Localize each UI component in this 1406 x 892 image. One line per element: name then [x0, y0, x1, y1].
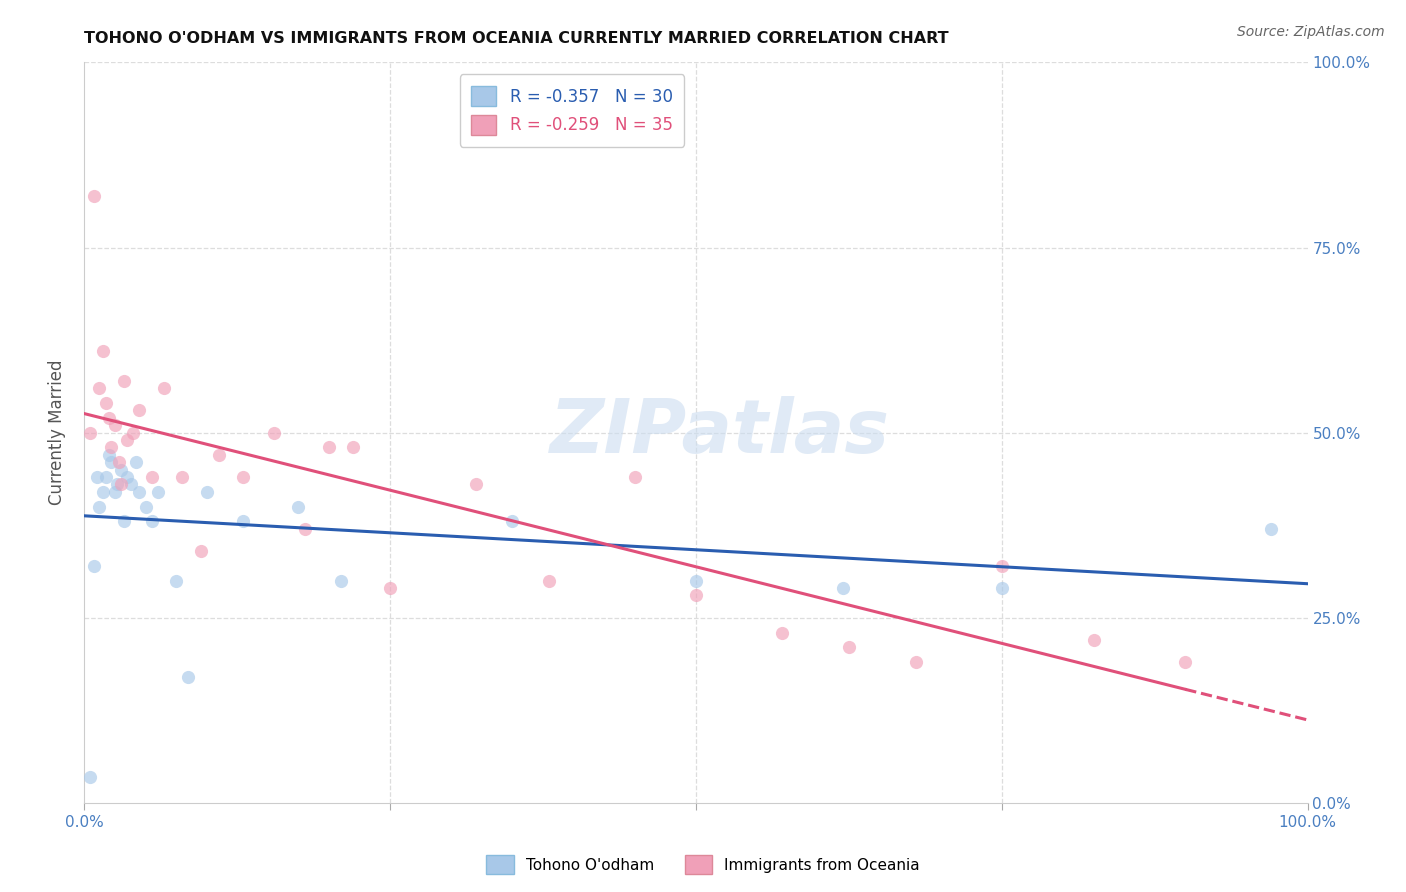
- Text: TOHONO O'ODHAM VS IMMIGRANTS FROM OCEANIA CURRENTLY MARRIED CORRELATION CHART: TOHONO O'ODHAM VS IMMIGRANTS FROM OCEANI…: [84, 31, 949, 46]
- Point: [770, 625, 793, 640]
- Point: [79, 425, 101, 440]
- Point: [195, 484, 218, 499]
- Point: [97, 410, 120, 425]
- Y-axis label: Currently Married: Currently Married: [48, 359, 66, 506]
- Point: [538, 574, 561, 588]
- Point: [112, 515, 135, 529]
- Point: [502, 515, 524, 529]
- Point: [165, 574, 187, 588]
- Point: [115, 470, 138, 484]
- Point: [624, 470, 647, 484]
- Point: [120, 477, 142, 491]
- Point: [838, 640, 860, 655]
- Point: [122, 425, 145, 440]
- Point: [991, 558, 1014, 573]
- Point: [330, 574, 353, 588]
- Point: [172, 470, 194, 484]
- Point: [831, 581, 853, 595]
- Point: [97, 448, 120, 462]
- Point: [1174, 655, 1197, 669]
- Point: [1083, 632, 1105, 647]
- Point: [153, 381, 176, 395]
- Point: [232, 470, 254, 484]
- Text: Source: ZipAtlas.com: Source: ZipAtlas.com: [1237, 25, 1385, 39]
- Point: [86, 470, 108, 484]
- Point: [318, 441, 340, 455]
- Point: [110, 477, 132, 491]
- Point: [177, 670, 200, 684]
- Point: [104, 484, 127, 499]
- Point: [146, 484, 169, 499]
- Point: [141, 470, 163, 484]
- Point: [105, 477, 128, 491]
- Point: [128, 403, 150, 417]
- Point: [208, 448, 231, 462]
- Legend: R = -0.357   N = 30, R = -0.259   N = 35: R = -0.357 N = 30, R = -0.259 N = 35: [460, 74, 685, 147]
- Point: [96, 396, 118, 410]
- Point: [96, 470, 118, 484]
- Point: [87, 500, 110, 514]
- Point: [83, 558, 105, 573]
- Point: [464, 477, 486, 491]
- Point: [112, 374, 135, 388]
- Point: [1260, 522, 1282, 536]
- Point: [100, 455, 122, 469]
- Text: ZIPatlas: ZIPatlas: [550, 396, 890, 469]
- Point: [263, 425, 285, 440]
- Point: [125, 455, 148, 469]
- Point: [905, 655, 928, 669]
- Legend: Tohono O'odham, Immigrants from Oceania: Tohono O'odham, Immigrants from Oceania: [479, 849, 927, 880]
- Point: [685, 589, 707, 603]
- Point: [128, 484, 150, 499]
- Point: [87, 381, 110, 395]
- Point: [104, 418, 127, 433]
- Point: [91, 344, 114, 359]
- Point: [110, 462, 132, 476]
- Point: [79, 770, 101, 784]
- Point: [135, 500, 157, 514]
- Point: [287, 500, 309, 514]
- Point: [685, 574, 707, 588]
- Point: [107, 455, 129, 469]
- Point: [342, 441, 364, 455]
- Point: [141, 515, 163, 529]
- Point: [232, 515, 254, 529]
- Point: [83, 188, 105, 202]
- Point: [991, 581, 1014, 595]
- Point: [100, 441, 122, 455]
- Point: [380, 581, 402, 595]
- Point: [91, 484, 114, 499]
- Point: [115, 433, 138, 447]
- Point: [294, 522, 316, 536]
- Point: [190, 544, 212, 558]
